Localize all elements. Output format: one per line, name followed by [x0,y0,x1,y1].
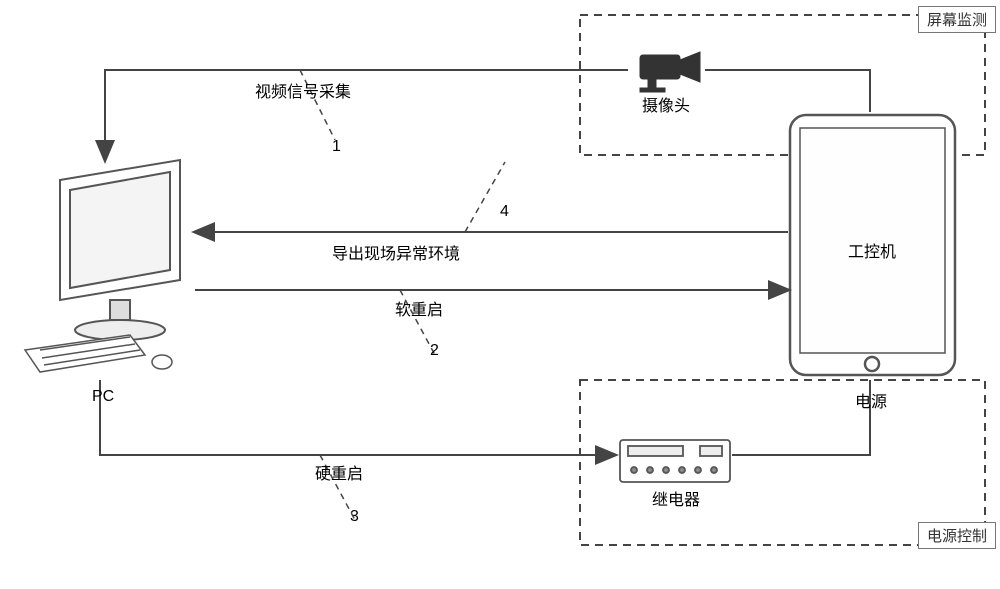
diagram-svg [0,0,1000,589]
mouse-icon [152,355,172,369]
relay-icon [620,440,730,482]
edge3-label: 硬重启 [315,460,363,484]
edge2-num: 2 [430,342,439,360]
edge4-label: 导出现场异常环境 [332,240,460,264]
ipc-label: 工控机 [848,238,896,262]
edge1-num: 1 [332,138,341,156]
power-control-label: 电源控制 [918,522,996,549]
edge-camera-to-ipc [705,70,870,112]
relay-label: 继电器 [652,486,700,510]
edge-hard-reboot [100,380,615,455]
pc-label: PC [92,388,114,406]
camera-icon [640,52,700,92]
power-label: 电源 [855,388,887,412]
edge-relay-to-power [732,380,870,455]
edge-video-capture [105,70,628,160]
pc-icon [60,160,180,340]
callout-4 [465,162,505,232]
edge4-num: 4 [500,203,509,221]
keyboard-icon [25,335,145,372]
camera-label: 摄像头 [642,92,690,116]
edge3-num: 3 [350,508,359,526]
screen-monitor-label: 屏幕监测 [918,6,996,33]
edge1-label: 视频信号采集 [255,78,351,102]
edge2-label: 软重启 [395,296,443,320]
